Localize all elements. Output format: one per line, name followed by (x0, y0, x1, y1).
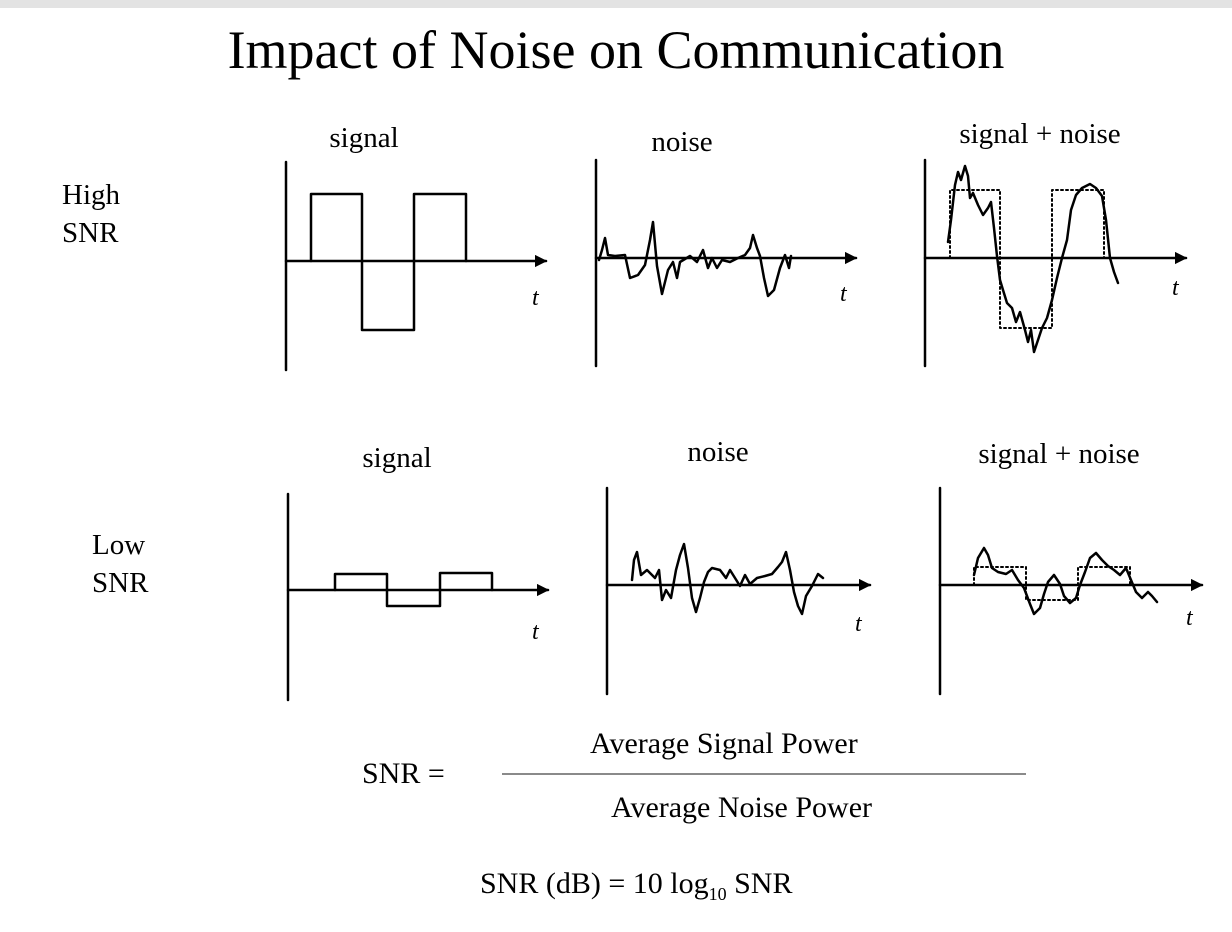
row-label-line1: Low (92, 529, 146, 561)
axis-label-t: t (1186, 605, 1193, 631)
high-snr-signal-plot (284, 160, 548, 372)
axis-label-t: t (532, 619, 539, 645)
row-label-line1: High (62, 179, 120, 211)
panel-label-high-signal-noise: signal + noise (959, 118, 1121, 150)
noise-waveform (630, 542, 825, 616)
snr-db-prefix: SNR (dB) = 10 log (480, 867, 709, 900)
original-signal-dotted (949, 189, 1105, 329)
axis-label-t: t (1172, 275, 1179, 301)
panel-label-low-signal: signal (362, 442, 432, 474)
row-label-line2: SNR (62, 217, 119, 249)
row-label-high-snr: High SNR (62, 176, 120, 252)
noise-waveform (597, 220, 793, 298)
snr-numerator: Average Signal Power (590, 727, 858, 760)
panel-label-low-noise: noise (687, 436, 749, 468)
low-snr-signal-noise-plot (938, 486, 1204, 696)
signal-plus-noise-waveform (972, 546, 1159, 616)
snr-db-formula: SNR (dB) = 10 log10 SNR (480, 866, 792, 912)
low-snr-signal-plot (286, 492, 550, 702)
panel-label-low-signal-noise: signal + noise (978, 438, 1140, 470)
panel-label-high-noise: noise (651, 126, 713, 158)
high-snr-noise-plot (594, 158, 858, 368)
high-snr-signal-noise-plot (923, 158, 1188, 368)
signal-plus-noise-waveform (946, 164, 1120, 354)
row-label-line2: SNR (92, 567, 149, 599)
axis-label-t: t (532, 285, 539, 311)
original-signal-dotted (973, 566, 1131, 601)
square-wave-signal (309, 192, 468, 332)
panel-label-high-signal: signal (329, 122, 399, 154)
axis-label-t: t (840, 281, 847, 307)
top-bar (0, 0, 1232, 8)
snr-db-suffix: SNR (726, 867, 793, 900)
low-snr-noise-plot (605, 486, 872, 696)
row-label-low-snr: Low SNR (92, 526, 148, 602)
square-wave-signal (333, 571, 494, 608)
log-base: 10 (708, 884, 727, 904)
slide-title: Impact of Noise on Communication (227, 20, 1005, 80)
snr-lhs: SNR = (362, 757, 445, 790)
fraction-bar (502, 773, 1026, 775)
snr-denominator: Average Noise Power (611, 791, 873, 824)
axis-label-t: t (855, 611, 862, 637)
